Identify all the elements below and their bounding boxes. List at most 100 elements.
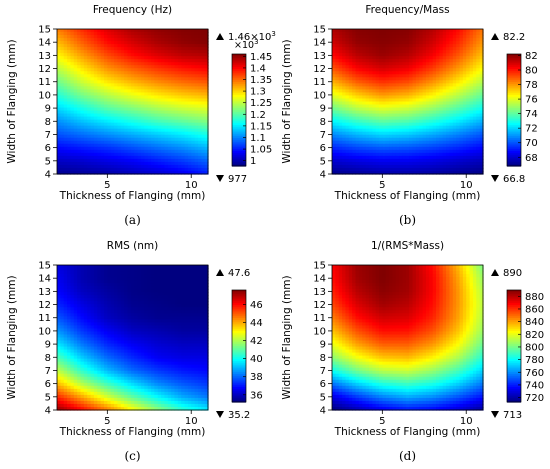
- heatmap-cell: [103, 74, 108, 78]
- heatmap-cell: [345, 65, 350, 69]
- heatmap-cell: [60, 41, 65, 45]
- heatmap-cell: [402, 95, 407, 100]
- heatmap-cell: [197, 62, 202, 66]
- heatmap-cell: [194, 77, 199, 81]
- heatmap-cell: [459, 50, 464, 54]
- heatmap-cell: [456, 110, 461, 115]
- heatmap-cell: [181, 134, 186, 139]
- heatmap-cell: [449, 71, 454, 75]
- heatmap-cell: [127, 83, 132, 87]
- heatmap-cell: [392, 89, 397, 94]
- heatmap-cell: [114, 53, 118, 57]
- heatmap-cell: [375, 38, 380, 42]
- heatmap-cell: [375, 95, 380, 100]
- heatmap-cell: [395, 53, 400, 57]
- heatmap-cell: [100, 116, 105, 121]
- y-tick-label: 8: [320, 117, 326, 128]
- heatmap-cell: [147, 32, 152, 36]
- heatmap-cell: [127, 119, 132, 124]
- heatmap-cell: [57, 74, 61, 78]
- heatmap-cell: [472, 41, 477, 45]
- panel-caption: (b): [399, 213, 416, 227]
- heatmap-cell: [70, 95, 75, 100]
- heatmap-cell: [110, 107, 115, 112]
- heatmap-cell: [100, 161, 105, 166]
- heatmap-cell: [338, 35, 343, 39]
- heatmap-cell: [429, 95, 434, 100]
- heatmap-cell: [73, 110, 78, 115]
- heatmap-cell: [358, 116, 363, 121]
- heatmap-cell: [338, 83, 343, 87]
- heatmap-cell: [446, 29, 451, 33]
- heatmap-cell: [372, 68, 377, 72]
- heatmap-cell: [67, 32, 72, 36]
- heatmap-cell: [57, 83, 61, 87]
- heatmap-cell: [452, 77, 457, 81]
- heatmap-cell: [80, 44, 85, 48]
- heatmap-cell: [479, 101, 484, 106]
- heatmap-cell: [378, 122, 383, 127]
- heatmap-cell: [399, 71, 404, 75]
- heatmap-cell: [70, 47, 75, 51]
- heatmap-cell: [415, 74, 420, 78]
- heatmap-cell: [466, 116, 471, 121]
- heatmap-cell: [177, 68, 182, 72]
- heatmap-cell: [127, 53, 132, 57]
- heatmap-cell: [462, 89, 467, 94]
- heatmap-cell: [362, 41, 367, 45]
- heatmap-cell: [147, 50, 152, 54]
- heatmap-cell: [164, 41, 169, 45]
- heatmap-cell: [107, 53, 112, 57]
- heatmap-cell: [335, 65, 340, 69]
- heatmap-cell: [466, 80, 471, 84]
- heatmap-cell: [93, 74, 98, 78]
- heatmap-cell: [187, 140, 192, 145]
- heatmap-cell: [107, 152, 112, 157]
- heatmap-cell: [167, 41, 172, 45]
- heatmap-cell: [120, 35, 125, 39]
- heatmap-cell: [425, 41, 430, 45]
- heatmap-cell: [462, 53, 467, 57]
- heatmap-cell: [479, 74, 484, 78]
- heatmap-cell: [130, 113, 135, 118]
- heatmap-cell: [409, 68, 414, 72]
- heatmap-cell: [419, 71, 424, 75]
- heatmap-cell: [399, 74, 404, 78]
- heatmap-cell: [459, 125, 464, 130]
- heatmap-cell: [472, 89, 477, 94]
- heatmap-cell: [456, 62, 461, 66]
- heatmap-cell: [67, 89, 72, 94]
- heatmap-cell: [187, 170, 192, 175]
- heatmap-cell: [332, 80, 336, 84]
- heatmap-cell: [174, 62, 179, 66]
- heatmap-cell: [392, 98, 397, 103]
- heatmap-cell: [174, 44, 179, 48]
- heatmap-cell: [117, 158, 122, 163]
- heatmap-cell: [154, 167, 159, 172]
- heatmap-cell: [181, 131, 186, 136]
- heatmap-cell: [60, 47, 65, 51]
- heatmap-cell: [174, 77, 179, 81]
- heatmap-cell: [472, 32, 477, 36]
- heatmap-cell: [70, 125, 75, 130]
- heatmap-cell: [462, 29, 467, 33]
- heatmap-cell: [395, 35, 400, 39]
- heatmap-cell: [130, 107, 135, 112]
- heatmap-cell: [157, 62, 162, 66]
- heatmap-cell: [352, 44, 357, 48]
- heatmap-cell: [184, 95, 189, 100]
- heatmap-cell: [73, 98, 78, 103]
- heatmap-cell: [73, 86, 78, 91]
- heatmap-cell: [70, 68, 75, 72]
- heatmap-cell: [409, 104, 414, 109]
- heatmap-cell: [140, 146, 145, 151]
- heatmap-cell: [73, 152, 78, 157]
- heatmap-cell: [174, 110, 179, 115]
- heatmap-cell: [117, 38, 122, 42]
- heatmap-cell: [150, 101, 155, 106]
- heatmap-cell: [157, 41, 162, 45]
- heatmap-cell: [97, 29, 102, 33]
- colorbar-segment: [232, 110, 246, 113]
- heatmap-cell: [479, 104, 484, 109]
- heatmap-cell: [201, 74, 206, 78]
